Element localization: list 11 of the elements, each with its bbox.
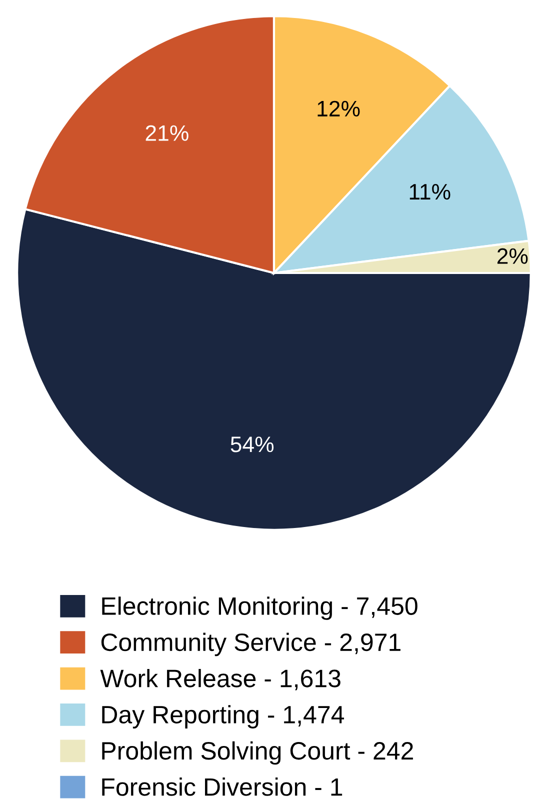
- legend-label: Community Service - 2,971: [101, 632, 400, 656]
- legend-label: Day Reporting - 1,474: [102, 705, 344, 728]
- legend-label: Problem Solving Court - 242: [102, 741, 413, 765]
- data-label: 12%: [318, 100, 360, 116]
- legend-label: Work Release - 1,613: [100, 668, 340, 690]
- data-label: 11%: [410, 184, 450, 200]
- data-label: 54%: [230, 436, 274, 452]
- data-label: 2%: [497, 248, 528, 264]
- legend-label: Forensic Diversion - 1: [102, 778, 342, 796]
- data-label: 21%: [146, 125, 188, 141]
- legend-label: Electronic Monitoring - 7,450: [102, 596, 418, 620]
